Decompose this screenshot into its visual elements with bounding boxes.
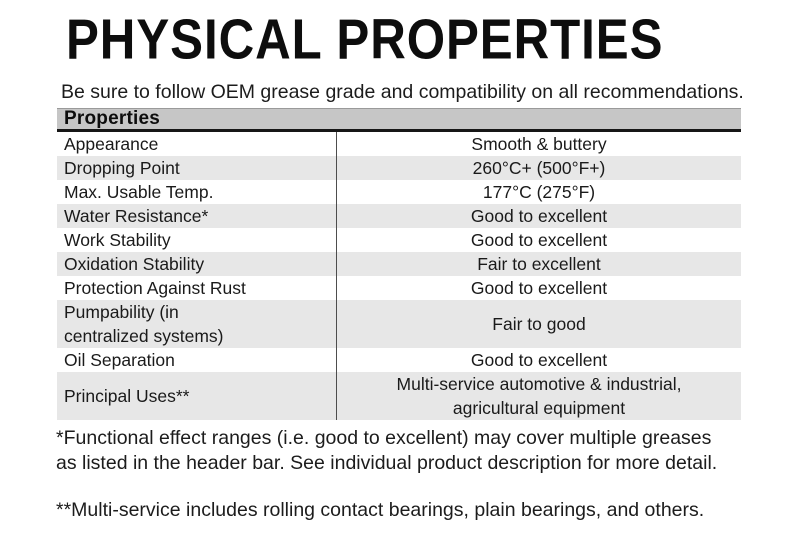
- page-title: PHYSICAL PROPERTIES: [66, 8, 664, 72]
- property-value: Good to excellent: [336, 276, 741, 300]
- table-header-properties: Properties: [57, 108, 741, 132]
- footnote-multi-service: **Multi-service includes rolling contact…: [56, 499, 705, 521]
- table-row: Appearance Smooth & buttery: [57, 132, 741, 156]
- property-value: Good to excellent: [336, 348, 741, 372]
- property-value: Smooth & buttery: [336, 132, 741, 156]
- property-name: Water Resistance*: [64, 206, 209, 226]
- properties-table-body: Appearance Smooth & buttery Dropping Point…: [57, 132, 741, 420]
- table-row: Water Resistance* Good to excellent: [57, 204, 741, 228]
- property-name: Principal Uses**: [64, 386, 190, 406]
- property-name: Appearance: [64, 134, 159, 154]
- property-name: Protection Against Rust: [64, 278, 246, 298]
- table-row: Pumpability (in centralized systems) Fair…: [57, 300, 741, 348]
- property-value: Fair to good: [336, 300, 741, 348]
- table-row: Principal Uses** Multi-service automotive…: [57, 372, 741, 420]
- table-row: Oil Separation Good to excellent: [57, 348, 741, 372]
- property-name: Oxidation Stability: [64, 254, 205, 274]
- table-row: Max. Usable Temp. 177°C (275°F): [57, 180, 741, 204]
- properties-table: Properties Appearance Smooth & buttery Dro…: [57, 108, 741, 420]
- property-value: Good to excellent: [336, 228, 741, 252]
- property-name: Oil Separation: [64, 350, 175, 370]
- table-row: Work Stability Good to excellent: [57, 228, 741, 252]
- footnote-functional-effect: *Functional effect ranges (i.e. good to …: [56, 427, 718, 474]
- subtitle-note: Be sure to follow OEM grease grade and c…: [61, 81, 744, 103]
- property-value: 260°C+ (500°F+): [336, 156, 741, 180]
- table-row: Oxidation Stability Fair to excellent: [57, 252, 741, 276]
- property-value: Fair to excellent: [336, 252, 741, 276]
- property-value: Good to excellent: [336, 204, 741, 228]
- property-value: Multi-service automotive & industrial, a…: [336, 372, 741, 420]
- property-name: Max. Usable Temp.: [64, 182, 214, 202]
- property-name: Pumpability (in centralized systems): [64, 302, 224, 346]
- table-row: Dropping Point 260°C+ (500°F+): [57, 156, 741, 180]
- property-value: 177°C (275°F): [336, 180, 741, 204]
- property-name: Dropping Point: [64, 158, 180, 178]
- table-row: Protection Against Rust Good to excellent: [57, 276, 741, 300]
- property-name: Work Stability: [64, 230, 171, 250]
